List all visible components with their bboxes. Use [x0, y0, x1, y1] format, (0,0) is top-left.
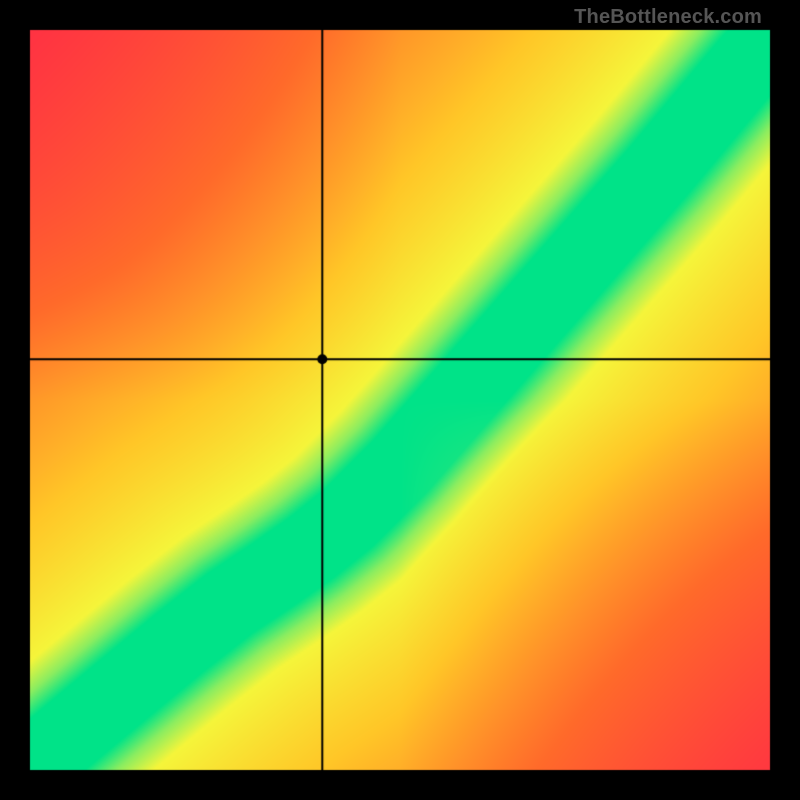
bottleneck-heatmap: [0, 0, 800, 800]
watermark-text: TheBottleneck.com: [574, 6, 762, 29]
chart-container: TheBottleneck.com: [0, 0, 800, 800]
